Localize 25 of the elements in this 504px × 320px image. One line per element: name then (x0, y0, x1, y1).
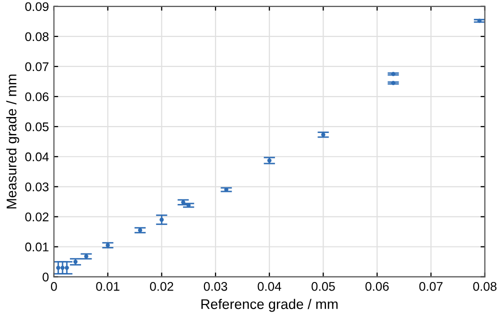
x-axis-title: Reference grade / mm (201, 298, 338, 312)
y-tick-label: 0.05 (25, 122, 49, 132)
x-tick-label: 0.07 (419, 282, 443, 291)
y-axis-title: Measured grade / mm (6, 74, 20, 208)
y-tick-label: 0.04 (25, 152, 49, 162)
point (160, 218, 164, 222)
point (64, 266, 69, 270)
x-tick-label: 0.05 (312, 282, 335, 291)
y-tick-label: 0.09 (25, 2, 48, 12)
y-tick-label: 0.02 (25, 212, 48, 222)
x-tick-label: 0.04 (258, 282, 282, 291)
x-tick-label: 0 (50, 282, 57, 291)
point (56, 266, 60, 270)
y-tick-label: 0.03 (25, 182, 49, 192)
x-tick-label: 0.03 (204, 282, 228, 291)
y-tick-label: 0 (42, 272, 49, 282)
x-tick-label: 0.02 (150, 282, 174, 291)
x-tick-label: 0.01 (96, 282, 120, 291)
y-tick-label: 0.01 (25, 242, 48, 252)
x-tick-label: 0.08 (473, 282, 496, 291)
y-tick-label: 0.07 (25, 62, 48, 72)
x-tick-label: 0.06 (365, 282, 389, 291)
point (60, 266, 65, 270)
y-tick-label: 0.08 (25, 32, 49, 42)
y-tick-label: 0.06 (25, 92, 49, 102)
